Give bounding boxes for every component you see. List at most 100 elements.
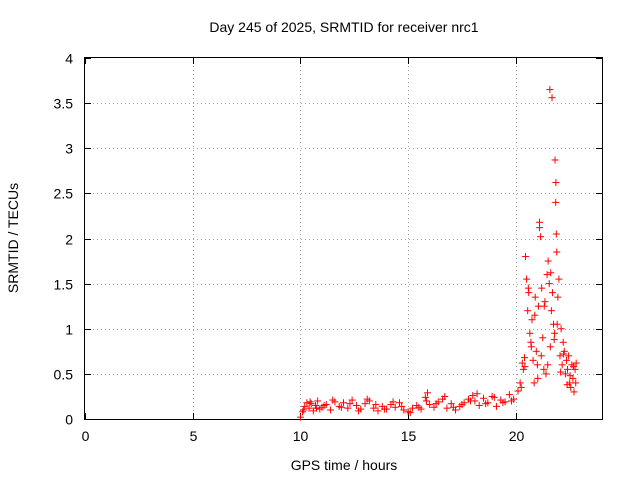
data-point	[545, 280, 553, 288]
data-point	[348, 396, 356, 404]
y-tick-label: 2	[65, 232, 73, 248]
data-point	[531, 293, 539, 301]
x-tick-label: 5	[190, 428, 198, 444]
data-point	[355, 407, 363, 415]
data-point	[449, 403, 457, 411]
data-point	[475, 401, 483, 409]
x-tick-labels: 0 5 10 15 20	[82, 428, 525, 444]
data-point	[421, 393, 429, 401]
data-point	[473, 390, 481, 398]
y-tick-label: 3.5	[54, 96, 74, 112]
data-point	[547, 307, 555, 315]
data-point	[432, 400, 440, 408]
data-point	[567, 383, 575, 391]
data-point	[408, 404, 416, 412]
y-tick-label: 0.5	[54, 367, 74, 383]
data-point	[529, 356, 537, 364]
data-point	[546, 86, 554, 94]
data-point	[344, 404, 352, 412]
data-point	[521, 363, 529, 371]
data-point	[528, 316, 536, 324]
data-point	[530, 379, 538, 387]
chart-title: Day 245 of 2025, SRMTID for receiver nrc…	[209, 19, 478, 35]
data-point	[361, 400, 369, 408]
data-point	[480, 394, 488, 402]
data-point	[337, 403, 345, 411]
data-point	[544, 361, 552, 369]
data-point	[490, 393, 498, 401]
data-point	[524, 307, 532, 315]
data-point	[547, 269, 555, 277]
data-point	[534, 374, 542, 382]
data-point	[552, 198, 560, 206]
data-point	[406, 409, 414, 417]
data-point	[562, 356, 570, 364]
data-point	[363, 395, 371, 403]
data-point	[550, 336, 558, 344]
data-point	[548, 94, 556, 102]
data-point	[551, 156, 559, 164]
data-point	[422, 397, 430, 405]
data-point	[313, 404, 321, 412]
data-point	[303, 399, 311, 407]
data-point	[396, 399, 404, 407]
data-point	[518, 359, 526, 367]
x-tick-label: 20	[509, 428, 525, 444]
data-point	[540, 365, 548, 373]
data-point	[443, 404, 451, 412]
data-point	[537, 233, 545, 241]
data-point	[482, 400, 490, 408]
data-point	[352, 401, 360, 409]
data-point	[374, 407, 382, 415]
data-point	[300, 406, 308, 414]
data-point	[554, 293, 562, 301]
data-point	[536, 224, 544, 232]
data-point	[563, 381, 571, 389]
data-point	[553, 248, 561, 256]
data-point	[307, 400, 315, 408]
data-point	[469, 392, 477, 400]
data-point	[543, 271, 551, 279]
data-point	[458, 401, 466, 409]
data-point	[572, 379, 580, 387]
x-tick-label: 0	[82, 428, 90, 444]
data-point	[524, 284, 532, 292]
data-point	[568, 361, 576, 369]
data-point	[370, 404, 378, 412]
x-axis-label: GPS time / hours	[291, 457, 398, 473]
data-point	[532, 347, 540, 355]
data-point	[566, 372, 574, 380]
data-point	[499, 399, 507, 407]
data-point	[400, 406, 408, 414]
data-point	[531, 311, 539, 319]
plot-frame	[84, 57, 603, 420]
data-point	[561, 370, 569, 378]
data-point	[346, 400, 354, 408]
data-point	[389, 398, 397, 406]
data-point	[447, 400, 455, 408]
data-point	[306, 398, 314, 406]
data-point	[542, 370, 550, 378]
y-tick-label: 0	[65, 412, 73, 428]
data-point	[540, 302, 548, 310]
data-point	[565, 352, 573, 360]
data-point	[557, 325, 565, 333]
data-point	[329, 396, 337, 404]
y-tick-label: 1	[65, 322, 73, 338]
y-tick-labels: 0 0.5 1 1.5 2 2.5 3 3.5 4	[54, 51, 74, 428]
data-point	[522, 253, 530, 261]
data-point	[556, 352, 564, 360]
data-point	[505, 391, 513, 399]
data-point	[526, 329, 534, 337]
axis-ticks	[85, 58, 602, 420]
data-point	[553, 320, 561, 328]
data-point	[492, 402, 500, 410]
data-point	[380, 405, 388, 413]
data-point	[514, 387, 522, 395]
data-point	[305, 404, 313, 412]
data-point	[441, 392, 449, 400]
data-point	[520, 354, 528, 362]
y-tick-label: 4	[65, 51, 73, 67]
y-tick-label: 1.5	[54, 277, 74, 293]
data-point	[570, 388, 578, 396]
